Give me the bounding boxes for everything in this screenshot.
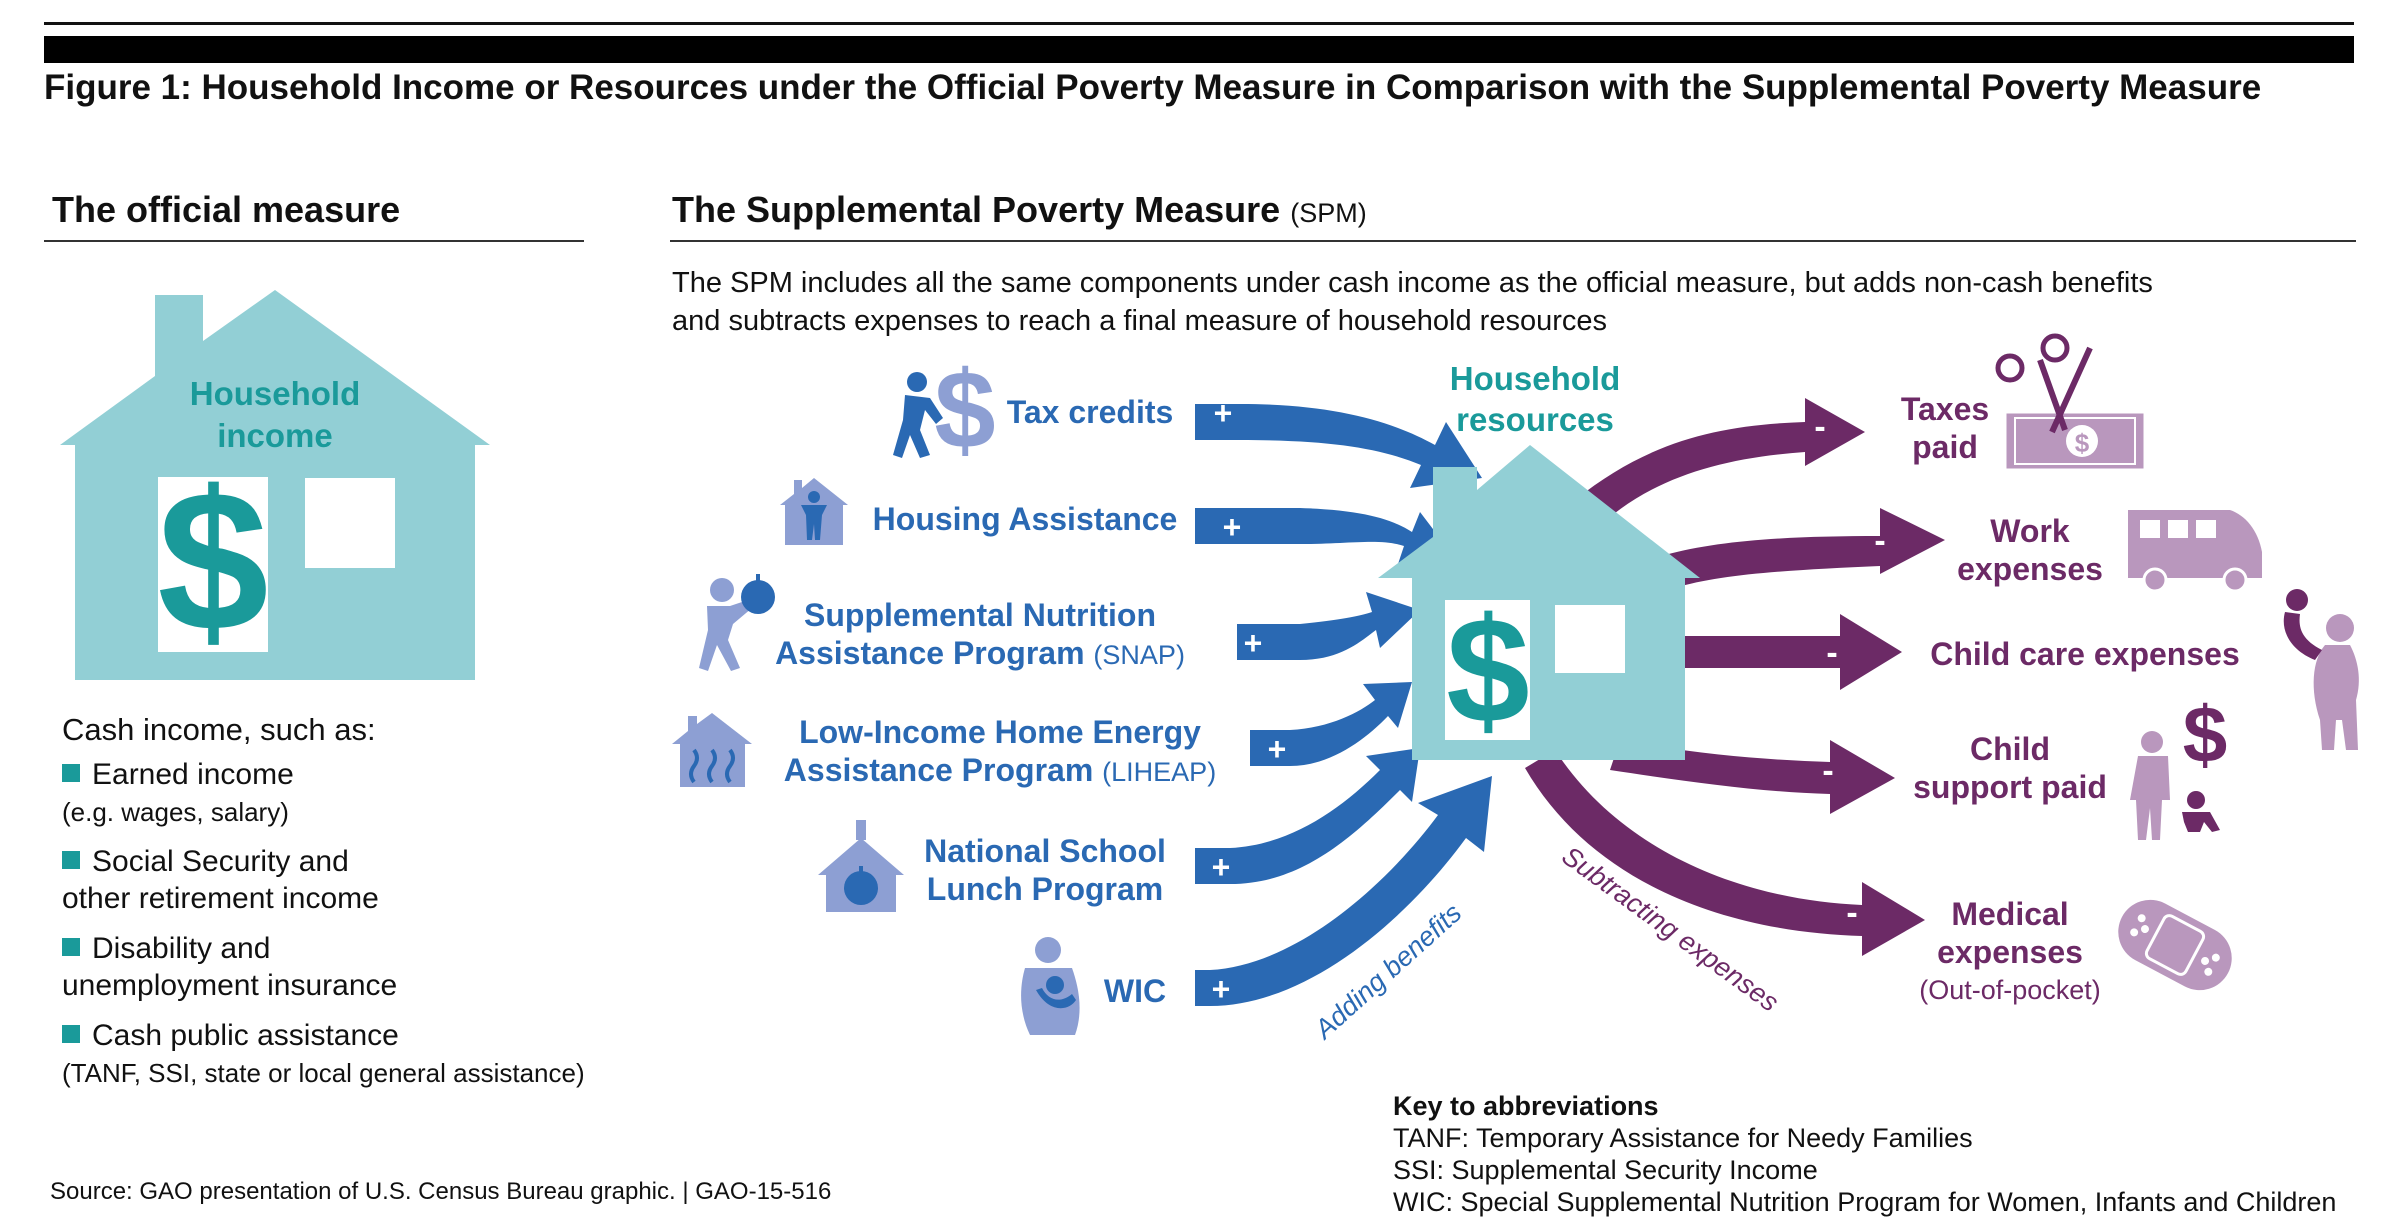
top-rule xyxy=(44,22,2354,25)
van-icon xyxy=(2128,510,2262,593)
benefit-snap: Supplemental Nutrition Assistance Progra… xyxy=(775,597,1185,671)
spm-heading-rule xyxy=(670,240,2356,242)
spm-intro: The SPM includes all the same components… xyxy=(672,267,2153,337)
arrow-medical xyxy=(1525,750,1925,956)
arrow-tax-credits xyxy=(1195,404,1482,488)
plus-sign: + xyxy=(1212,849,1231,885)
bandage-icon xyxy=(2118,899,2232,991)
house-label-line1: Household xyxy=(190,375,361,412)
household-resources-house-icon: $ xyxy=(1378,445,1700,760)
minus-sign: - xyxy=(1826,634,1837,672)
plus-sign: + xyxy=(1223,509,1242,545)
plus-sign: + xyxy=(1244,625,1263,661)
bullet-square-icon xyxy=(62,764,80,783)
household-income-house-icon: $ Household income xyxy=(60,290,490,680)
bullet-square-icon xyxy=(62,1025,80,1044)
figure-title: Figure 1: Household Income or Resources … xyxy=(44,68,2262,107)
mother-baby-icon xyxy=(1021,937,1080,1035)
schoolhouse-apple-icon xyxy=(818,820,904,912)
svg-text:$: $ xyxy=(934,349,995,472)
svg-text:$: $ xyxy=(2183,690,2228,779)
expense-work: Work expenses xyxy=(1957,513,2103,587)
arrow-taxes xyxy=(1575,398,1865,530)
parent-child-icon xyxy=(2283,589,2359,750)
house-heat-icon xyxy=(672,713,752,787)
scissors-bill-icon: $ xyxy=(1995,333,2147,472)
cash-income-intro: Cash income, such as: xyxy=(62,712,376,747)
plus-sign: + xyxy=(1268,731,1287,767)
arrow-child-care xyxy=(1665,614,1902,690)
expense-taxes-paid: Taxes paid xyxy=(1900,391,1990,465)
cash-income-list: Earned income (e.g. wages, salary) Social… xyxy=(62,756,622,1104)
arrow-housing xyxy=(1195,508,1455,564)
minus-sign: - xyxy=(1846,894,1857,932)
official-dollar-sign: $ xyxy=(157,450,268,673)
expense-medical: Medical expenses (Out-of-pocket) xyxy=(1919,896,2101,1005)
benefit-school-lunch: National School Lunch Program xyxy=(924,833,1166,907)
arrow-liheap xyxy=(1250,682,1412,766)
arrow-work xyxy=(1665,508,1945,588)
arrow-wic xyxy=(1195,776,1492,1006)
expense-child-support: Child support paid xyxy=(1913,731,2107,805)
benefit-wic: WIC xyxy=(1103,973,1167,1009)
plus-sign: + xyxy=(1212,971,1231,1007)
minus-signs: - - - - - xyxy=(1814,408,1885,932)
list-item: Disability and unemployment insurance xyxy=(62,932,398,1002)
bullet-square-icon xyxy=(62,851,80,870)
plus-signs: + + + + + + xyxy=(1212,395,1287,1007)
list-item: Social Security and other retirement inco… xyxy=(62,845,379,915)
benefit-liheap: Low-Income Home Energy Assistance Progra… xyxy=(783,714,1217,788)
list-item: Cash public assistance (TANF, SSI, state … xyxy=(62,1019,585,1088)
household-resources-label: Household resources xyxy=(1449,360,1621,438)
minus-sign: - xyxy=(1874,522,1885,560)
benefit-tax-credits: Tax credits xyxy=(1006,394,1174,430)
abbreviations-key: Key to abbreviations TANF: Temporary Ass… xyxy=(1393,1091,2337,1217)
minus-sign: - xyxy=(1822,752,1833,790)
arrow-school-lunch xyxy=(1195,748,1420,884)
expense-child-care: Child care expenses xyxy=(1930,636,2240,672)
svg-text:$: $ xyxy=(2075,428,2090,458)
house-person-icon xyxy=(780,478,848,545)
source-note: Source: GAO presentation of U.S. Census … xyxy=(50,1178,832,1205)
top-bar xyxy=(44,36,2354,63)
tax-credit-person-dollar-icon: $ xyxy=(893,349,996,472)
official-heading-rule xyxy=(44,240,584,242)
parent-dollar-baby-icon: $ xyxy=(2130,690,2227,840)
spm-dollar-sign: $ xyxy=(1446,586,1529,754)
minus-sign: - xyxy=(1814,408,1825,446)
spm-heading: The Supplemental Poverty Measure (SPM) xyxy=(672,189,1367,230)
official-measure-heading: The official measure xyxy=(52,189,401,230)
plus-sign: + xyxy=(1214,395,1233,431)
benefit-housing-assistance: Housing Assistance xyxy=(872,501,1178,537)
benefit-arrows xyxy=(1195,404,1492,1006)
bullet-square-icon xyxy=(62,938,80,957)
arrow-snap xyxy=(1237,592,1420,660)
house-label-line2: income xyxy=(217,417,333,454)
list-item: Earned income (e.g. wages, salary) xyxy=(62,758,294,827)
person-apple-icon xyxy=(699,574,775,671)
